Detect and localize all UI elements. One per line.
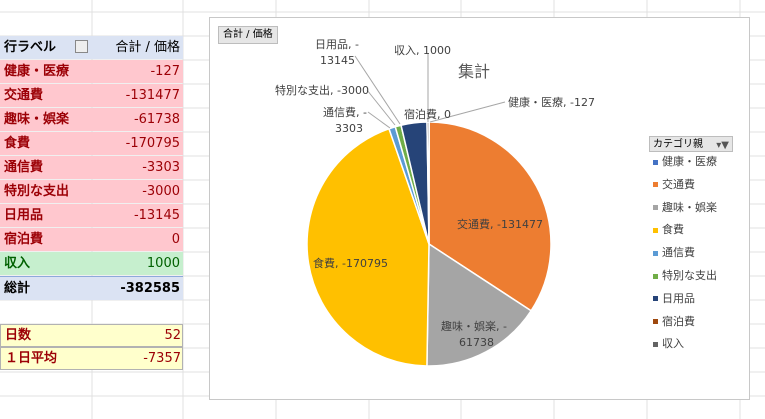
table-row[interactable]: 趣味・娯楽 -61738 [0, 108, 183, 131]
legend-swatch [653, 296, 658, 302]
row-value: 0 [171, 232, 180, 247]
row-value: -382585 [120, 281, 180, 296]
legend-swatch [653, 250, 658, 256]
legend-item[interactable]: 通信費 [653, 246, 695, 260]
row-value: -131477 [125, 88, 180, 103]
legend-swatch [653, 205, 658, 211]
legend-item[interactable]: 日用品 [653, 292, 695, 306]
legend-item[interactable]: 健康・医療 [653, 155, 717, 169]
legend-item[interactable]: 特別な支出 [653, 269, 717, 283]
row-label: 通信費 [4, 160, 44, 175]
data-label-transport: 交通費, -131477 [457, 218, 543, 231]
data-label-daily-value: 13145 [320, 54, 355, 67]
daily-average-row[interactable]: １日平均 -7357 [0, 347, 183, 370]
days-label: 日数 [5, 328, 32, 343]
grand-total-row[interactable]: 総計 -382585 [0, 276, 183, 300]
row-value: -13145 [133, 208, 180, 223]
table-row[interactable]: 交通費 -131477 [0, 84, 183, 107]
data-label-food: 食費, -170795 [313, 257, 388, 270]
data-label-hobby: 趣味・娯楽, - [441, 320, 507, 333]
legend-label: 趣味・娯楽 [662, 200, 717, 214]
row-value: -3303 [142, 160, 180, 175]
legend-label: 通信費 [662, 246, 695, 260]
row-label: 宿泊費 [4, 232, 44, 247]
legend-label: 健康・医療 [662, 155, 717, 168]
income-row[interactable]: 収入 1000 [0, 252, 183, 275]
daily-average-value: -7357 [143, 351, 181, 366]
legend-swatch [653, 182, 658, 188]
chart-title: 集計 [458, 62, 491, 81]
filter-icon: ▾▼ [716, 140, 729, 151]
legend-label: 収入 [662, 337, 684, 351]
table-row[interactable]: 通信費 -3303 [0, 156, 183, 179]
row-label: 総計 [4, 281, 31, 296]
row-value: -3000 [142, 184, 180, 199]
legend-swatch [653, 319, 658, 325]
table-row[interactable]: 特別な支出 -3000 [0, 180, 183, 203]
days-row[interactable]: 日数 52 [0, 324, 183, 347]
table-row[interactable]: 日用品 -13145 [0, 204, 183, 227]
legend-label: 食費 [662, 223, 684, 237]
legend-swatch [653, 227, 658, 233]
legend-label: 交通費 [662, 177, 695, 191]
data-label-income: 収入, 1000 [394, 44, 451, 57]
row-value: 1000 [146, 256, 180, 271]
pivot-header-row: 行ラベル 合計 / 価格 [0, 36, 183, 59]
data-label-telecom-value: 3303 [335, 122, 363, 135]
legend-label: 日用品 [662, 291, 695, 305]
data-label-lodging: 宿泊費, 0 [404, 108, 451, 121]
row-label-header: 行ラベル [4, 40, 57, 55]
row-label: 交通費 [4, 88, 44, 103]
pie-slice-8[interactable] [426, 121, 430, 245]
daily-average-label: １日平均 [5, 351, 58, 366]
legend-swatch [653, 159, 658, 165]
sum-price-header: 合計 / 価格 [115, 40, 180, 55]
table-row[interactable]: 食費 -170795 [0, 132, 183, 155]
row-label: 収入 [4, 256, 31, 271]
chart-value-field-button[interactable]: 合計 / 価格 [218, 26, 278, 44]
legend-item[interactable]: 宿泊費 [653, 315, 695, 329]
legend-item[interactable]: 収入 [653, 337, 684, 351]
row-value: -170795 [125, 136, 180, 151]
pie-slice-3[interactable] [306, 127, 430, 367]
table-row[interactable]: 健康・医療 -127 [0, 60, 183, 83]
filter-dropdown-icon[interactable] [75, 40, 88, 53]
row-value: -61738 [133, 112, 180, 127]
legend-swatch [653, 341, 658, 347]
row-label: 日用品 [4, 208, 44, 223]
row-value: -127 [150, 64, 180, 79]
legend-field-label: カテゴリ親 [653, 139, 703, 150]
table-row[interactable]: 宿泊費 0 [0, 228, 183, 251]
row-label: 趣味・娯楽 [4, 112, 70, 127]
row-label: 健康・医療 [4, 64, 70, 79]
legend-swatch [653, 273, 658, 279]
data-label-health: 健康・医療, -127 [508, 96, 595, 109]
data-label-special: 特別な支出, -3000 [275, 84, 369, 97]
legend-label: 特別な支出 [662, 269, 717, 282]
pie-slice-2[interactable] [426, 242, 533, 367]
legend-item[interactable]: 交通費 [653, 178, 695, 192]
legend-label: 宿泊費 [662, 314, 695, 328]
row-label: 特別な支出 [4, 184, 70, 199]
data-label-hobby-value: 61738 [459, 336, 494, 349]
legend-item[interactable]: 趣味・娯楽 [653, 201, 717, 215]
legend-item[interactable]: 食費 [653, 223, 684, 237]
legend-field-button[interactable]: カテゴリ親 ▾▼ [649, 136, 733, 152]
row-label: 食費 [4, 136, 31, 151]
data-label-telecom: 通信費, - [323, 106, 367, 119]
days-value: 52 [164, 328, 181, 343]
data-label-daily: 日用品, - [315, 38, 359, 51]
